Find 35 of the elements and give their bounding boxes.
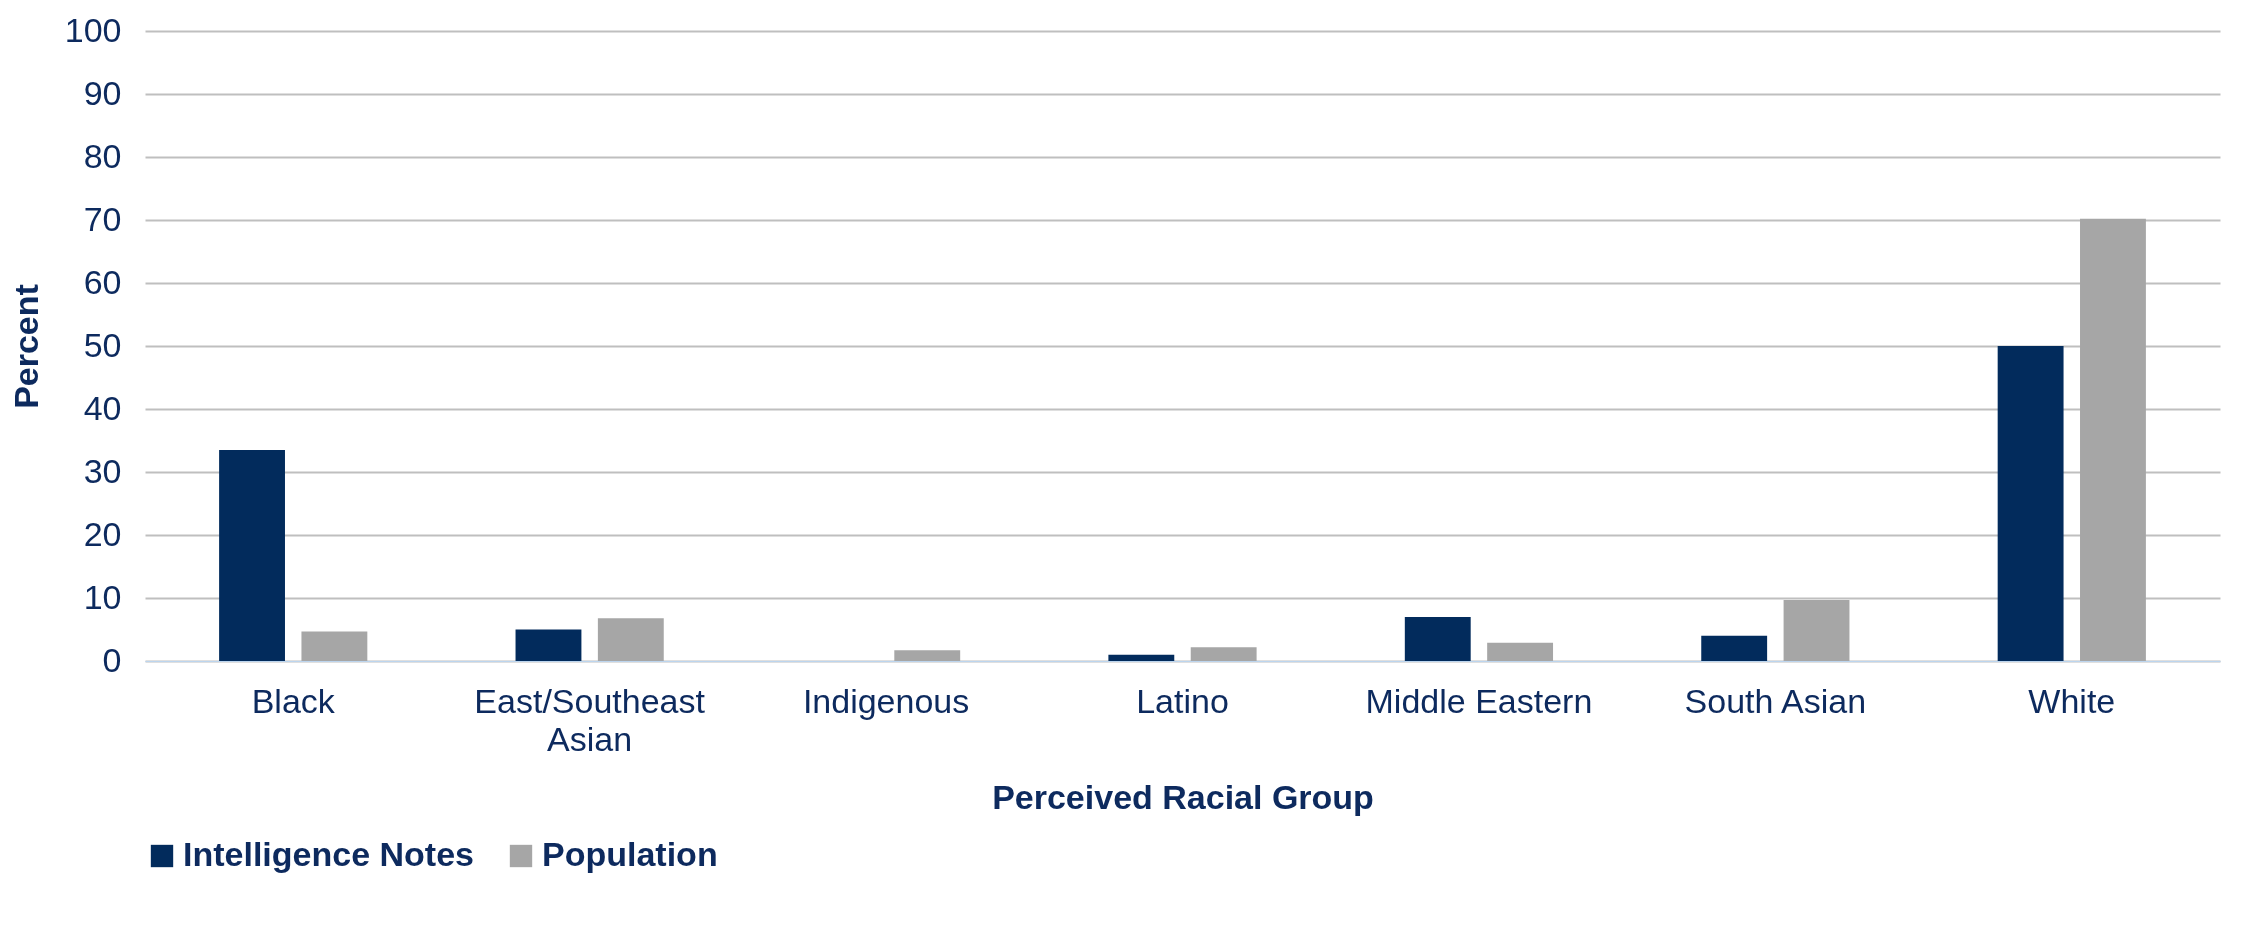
legend-label: Population	[542, 835, 718, 873]
x-tick-label: Indigenous	[802, 681, 970, 720]
y-tick-label: 90	[83, 73, 122, 112]
y-axis-title: Percent	[6, 284, 45, 409]
bar	[1783, 599, 1850, 661]
x-tick-label: Black	[251, 681, 336, 720]
y-tick-label: 10	[83, 577, 122, 616]
y-tick-label: 60	[83, 262, 122, 301]
bar	[301, 631, 368, 661]
bar	[1997, 346, 2064, 661]
bar	[597, 618, 664, 661]
y-tick-label: 0	[102, 640, 122, 679]
x-tick-label: Middle Eastern	[1365, 681, 1593, 720]
legend-label: Intelligence Notes	[183, 835, 474, 873]
bar	[515, 629, 582, 661]
x-axis-title: Perceived Racial Group	[992, 777, 1374, 816]
bar	[1108, 654, 1175, 661]
y-tick-label: 50	[83, 325, 122, 364]
y-tick-label: 40	[83, 388, 122, 427]
y-tick-label: 20	[83, 514, 122, 553]
bar	[1487, 642, 1554, 661]
x-tick-label: East/Southeast Asian	[474, 681, 706, 758]
y-tick-label: 70	[83, 199, 122, 238]
y-tick-label: 30	[83, 451, 122, 490]
bar	[1190, 647, 1257, 661]
y-tick-label: 80	[83, 136, 122, 175]
x-tick-label: South Asian	[1684, 681, 1867, 720]
x-tick-label: White	[2028, 681, 2116, 720]
x-tick-label: Latino	[1136, 681, 1229, 720]
bar	[894, 650, 961, 661]
bar	[2080, 218, 2146, 661]
bar	[219, 449, 285, 661]
bar	[1404, 616, 1471, 661]
bar	[1701, 635, 1768, 661]
y-tick-label: 100	[64, 10, 122, 49]
